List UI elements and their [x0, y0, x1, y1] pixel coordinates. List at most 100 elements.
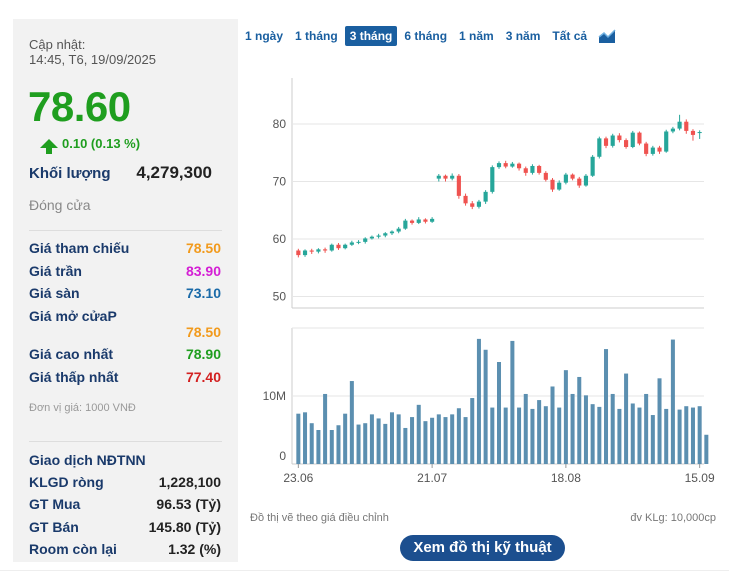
volume-bar — [530, 408, 535, 464]
candle-body — [369, 236, 374, 239]
candle-body — [537, 165, 542, 173]
x-tick-label: 18.08 — [551, 471, 581, 485]
volume-bar — [537, 400, 542, 464]
volume-bar — [664, 408, 669, 464]
volume-bar — [503, 407, 508, 464]
volume-bar — [590, 404, 595, 464]
updated-time: 14:45, T6, 19/09/2025 — [29, 52, 156, 67]
candle-body — [690, 130, 696, 135]
price-tick-label: 80 — [273, 117, 287, 131]
volume-bar — [369, 414, 374, 464]
technical-chart-button[interactable]: Xem đồ thị kỹ thuật — [400, 535, 565, 561]
market-status: Đóng cửa — [29, 197, 91, 213]
stock-chart: 50 60 70 80 0 10M 23.06 21.07 18.08 15.09 — [263, 78, 715, 485]
candle-body — [624, 140, 629, 147]
volume-bar — [650, 415, 655, 464]
net-volume-value: 1,228,100 — [158, 474, 221, 490]
ceiling-price-value: 83.90 — [185, 263, 221, 279]
net-volume-label: KLGD ròng — [29, 474, 104, 490]
volume-bar — [463, 417, 468, 464]
volume-bar — [470, 398, 475, 464]
volume-bar — [376, 418, 381, 464]
candle-body — [476, 201, 482, 207]
candle-body — [409, 220, 415, 223]
chart-note-adjusted: Đồ thị vẽ theo giá điều chỉnh — [250, 512, 389, 524]
tab-3-years[interactable]: 3 năm — [505, 29, 541, 43]
area-chart-icon[interactable] — [598, 28, 616, 44]
candle-body — [684, 121, 689, 131]
candle-body — [510, 163, 515, 167]
price-change: 0.10 (0.13 %) — [40, 136, 141, 154]
chart-note-volume-unit: đv KLg: 10,000cp — [630, 512, 716, 524]
candle-body — [557, 182, 562, 190]
price-unit-note: Đơn vị giá: 1000 VNĐ — [29, 402, 136, 414]
volume-bar — [610, 393, 615, 464]
sell-value-label: GT Bán — [29, 519, 79, 535]
volume-bar — [309, 423, 314, 464]
volume-bar — [637, 407, 642, 464]
volume-bar — [410, 417, 415, 464]
open-price-value: 78.50 — [185, 324, 221, 340]
tab-6-months[interactable]: 6 tháng — [404, 29, 448, 43]
divider — [29, 230, 222, 231]
volume-bar — [303, 412, 308, 464]
volume-bar — [517, 407, 522, 464]
volume-bar — [416, 404, 421, 464]
candle-body — [657, 147, 662, 152]
tab-1-month[interactable]: 1 tháng — [295, 29, 338, 43]
candle-body — [650, 147, 655, 154]
tab-3-months[interactable]: 3 tháng — [344, 26, 398, 46]
candle-body — [603, 138, 609, 146]
volume-bar — [423, 421, 428, 464]
volume-bar — [383, 423, 388, 464]
volume-bar — [396, 414, 401, 464]
candle-body — [343, 244, 348, 249]
candle-body — [383, 233, 388, 236]
candle-body — [302, 250, 308, 256]
volume-bar — [543, 406, 548, 464]
change-value: 0.10 (0.13 %) — [62, 136, 141, 151]
volume-bar — [557, 407, 562, 464]
volume-tick-label: 0 — [279, 449, 286, 463]
volume-bar — [450, 414, 455, 464]
room-left-label: Room còn lại — [29, 541, 117, 557]
candle-body — [516, 163, 522, 169]
foreign-trade-title: Giao dịch NĐTNN — [29, 452, 146, 468]
candle-body — [296, 250, 301, 256]
candle-body — [456, 175, 461, 196]
volume-bar — [510, 340, 515, 464]
candle-body — [543, 172, 548, 180]
x-tick-label: 21.07 — [417, 471, 447, 485]
volume-bar — [336, 425, 341, 464]
tab-all[interactable]: Tất cả — [552, 29, 588, 43]
volume-bar — [604, 349, 609, 464]
volume-label: Khối lượng — [29, 165, 111, 182]
candle-body — [450, 175, 455, 179]
candle-body — [483, 191, 488, 202]
candle-body — [376, 235, 381, 237]
volume-bar — [624, 373, 629, 464]
open-price-label: Giá mở cửaP — [29, 308, 117, 324]
candle-body — [583, 175, 589, 186]
candle-body — [577, 178, 582, 186]
floor-price-value: 73.10 — [185, 285, 221, 301]
volume-bar — [323, 393, 328, 464]
period-tabs: 1 ngày 1 tháng 3 tháng 6 tháng 1 năm 3 n… — [240, 26, 616, 46]
candle-body — [670, 128, 675, 132]
candle-body — [677, 121, 682, 129]
candle-body — [597, 138, 602, 157]
candle-body — [436, 175, 441, 179]
volume-bar — [684, 406, 689, 464]
candle-body — [329, 244, 334, 251]
volume-bar — [523, 393, 528, 464]
volume-bar — [443, 417, 448, 464]
candle-body — [610, 135, 615, 146]
candle-body — [550, 179, 555, 190]
candle-body — [697, 132, 702, 134]
candle-body — [563, 174, 568, 183]
candle-body — [416, 219, 421, 223]
tab-1-year[interactable]: 1 năm — [459, 29, 494, 43]
candle-body — [463, 195, 468, 204]
candle-body — [363, 238, 368, 242]
tab-1-day[interactable]: 1 ngày — [245, 29, 284, 43]
